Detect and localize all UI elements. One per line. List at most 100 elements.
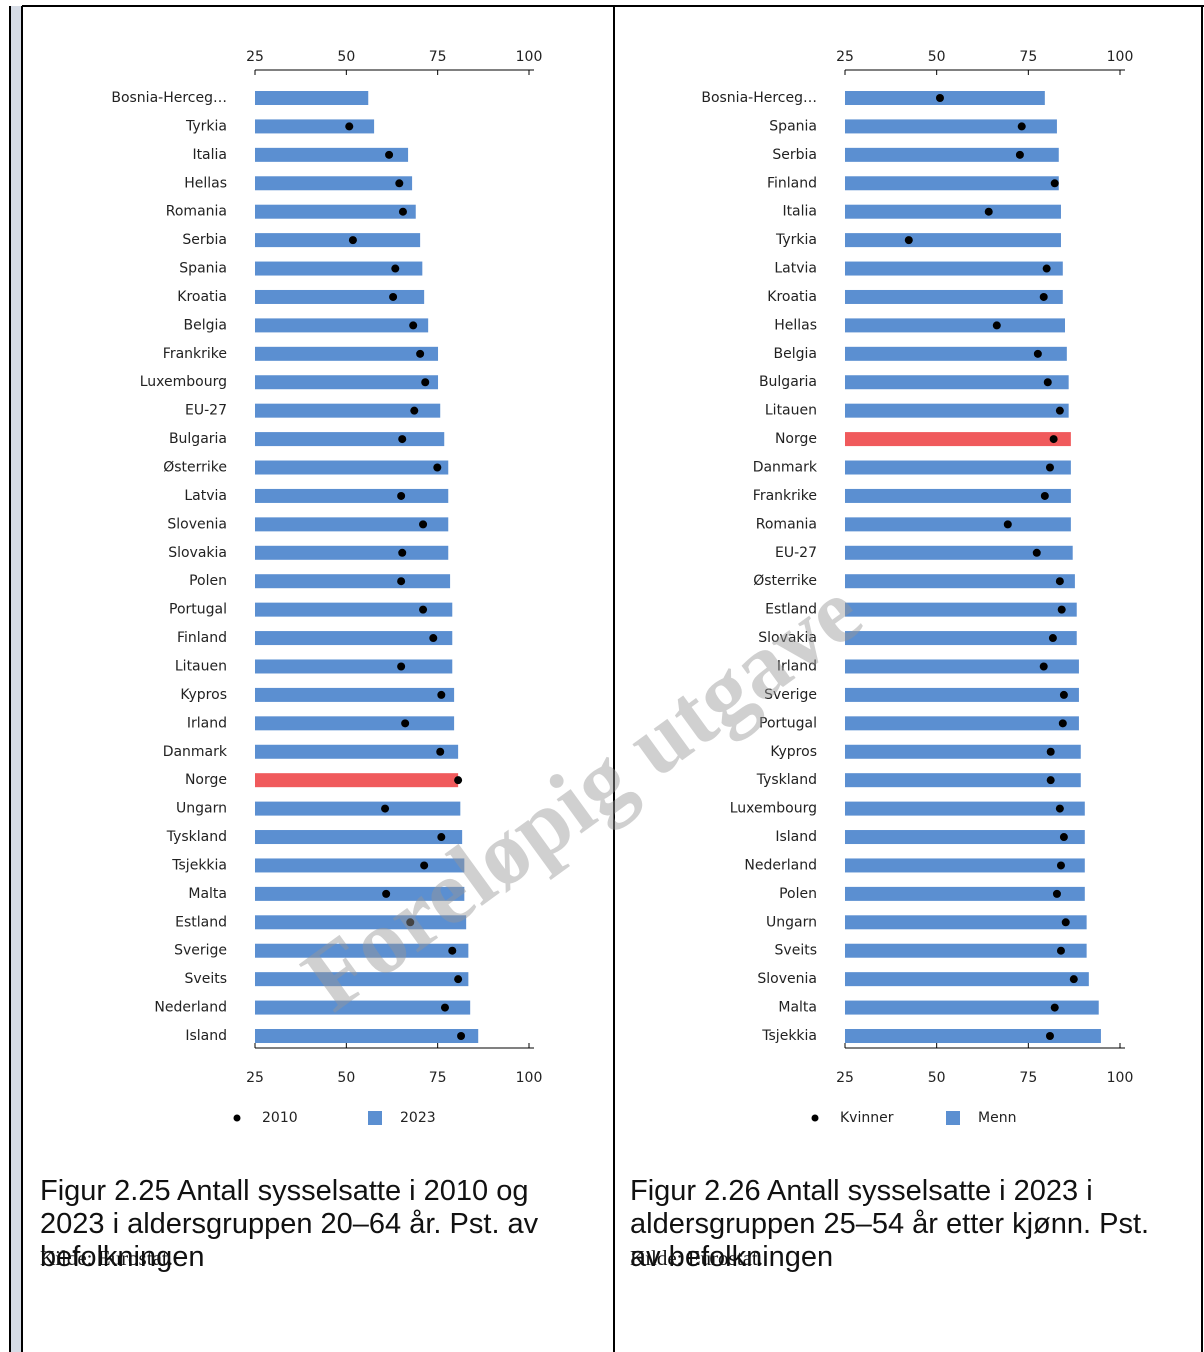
bar: [255, 744, 459, 759]
caption: Figur 2.26 Antall sysselsatte i 2023 i a…: [630, 1175, 1150, 1273]
legend-label: 2010: [262, 1110, 298, 1126]
dot: [397, 577, 406, 586]
bar: [255, 488, 449, 503]
y-tick-label: Malta: [188, 886, 227, 902]
y-tick-label: Portugal: [169, 602, 227, 618]
bar: [255, 375, 439, 390]
bar: [255, 801, 461, 816]
y-tick-label: Luxembourg: [730, 801, 817, 817]
y-tick-label: Sverige: [764, 687, 817, 703]
dot: [416, 349, 425, 358]
y-tick-label: Ungarn: [176, 801, 227, 817]
y-tick-label: Italia: [192, 147, 227, 163]
x-tick-label: 75: [429, 49, 447, 65]
bar: [845, 1029, 1101, 1043]
bar: [255, 687, 455, 702]
bar: [845, 659, 1079, 674]
bar: [255, 432, 445, 447]
dot: [904, 236, 913, 245]
dot: [1046, 747, 1055, 756]
dot: [436, 747, 445, 756]
dot: [1015, 150, 1024, 159]
dot: [1055, 406, 1064, 415]
caption: Figur 2.25 Antall sysselsatte i 2010 og …: [40, 1175, 539, 1273]
y-tick-label: Sveits: [775, 943, 817, 959]
dot: [397, 491, 406, 500]
y-tick-label: Norge: [185, 772, 227, 788]
x-tick-label: 25: [246, 1070, 264, 1086]
bar: [845, 602, 1077, 617]
dot: [410, 406, 419, 415]
y-tick-label: Finland: [177, 630, 227, 646]
y-tick-label: Slovakia: [758, 630, 817, 646]
bar: [845, 289, 1063, 304]
bar: [255, 943, 469, 958]
y-tick-label: Serbia: [182, 232, 227, 248]
bar: [255, 318, 429, 333]
y-tick-label: Slovakia: [168, 545, 227, 561]
y-tick-label: Sverige: [174, 943, 227, 959]
legend-label: Kvinner: [840, 1110, 894, 1126]
dot: [1042, 264, 1051, 273]
y-tick-label: Slovenia: [167, 516, 227, 532]
y-tick-label: Bosnia-Herceg…: [701, 90, 817, 106]
bar: [845, 147, 1059, 162]
bar: [845, 460, 1071, 475]
y-tick-label: Portugal: [759, 715, 817, 731]
bar: [845, 574, 1075, 589]
bar: [845, 233, 1061, 248]
bar: [845, 886, 1085, 901]
bar: [255, 403, 441, 418]
bar: [255, 858, 465, 873]
dot: [1056, 861, 1065, 870]
y-tick-label: Latvia: [184, 488, 227, 504]
dot: [398, 435, 407, 444]
y-tick-label: Italia: [782, 204, 817, 220]
dot: [440, 1003, 449, 1012]
y-tick-label: Østerrike: [753, 573, 817, 589]
x-tick-label: 50: [337, 49, 355, 65]
x-tick-label: 100: [516, 49, 543, 65]
dot: [391, 264, 400, 273]
dot: [348, 236, 357, 245]
y-tick-label: Latvia: [774, 261, 817, 277]
y-tick-label: Danmark: [163, 744, 228, 760]
y-tick-label: Nederland: [154, 1000, 227, 1016]
bar: [845, 176, 1059, 191]
bar: [255, 915, 467, 930]
dot: [1061, 918, 1070, 927]
watermark: Foreløpig utgave: [285, 560, 879, 1031]
bar: [255, 631, 453, 646]
bar: [255, 830, 463, 845]
dot: [419, 605, 428, 614]
bar: [255, 261, 423, 276]
bar: [845, 830, 1085, 845]
y-tick-label: Frankrike: [753, 488, 817, 504]
dot: [448, 946, 457, 955]
legend-marker: [811, 1114, 819, 1122]
y-tick-label: Hellas: [184, 175, 227, 191]
bar: [845, 716, 1079, 731]
legend-label: Menn: [978, 1110, 1016, 1126]
dot: [1052, 889, 1061, 898]
dot: [419, 520, 428, 529]
dot: [1059, 833, 1068, 842]
bar: [845, 801, 1085, 816]
dot: [1056, 946, 1065, 955]
y-tick-label: Island: [185, 1028, 227, 1044]
dot: [1049, 435, 1058, 444]
bar: [845, 204, 1061, 219]
dot: [398, 548, 407, 557]
dot: [381, 804, 390, 813]
source: Kilde: Eurostat.: [630, 1246, 763, 1270]
dot: [1057, 605, 1066, 614]
dot: [1058, 719, 1067, 728]
bar: [845, 517, 1071, 532]
y-tick-label: Frankrike: [163, 346, 227, 362]
dot: [992, 321, 1001, 330]
dot: [420, 861, 429, 870]
bar: [255, 460, 449, 475]
x-tick-label: 25: [246, 49, 264, 65]
dot: [454, 776, 463, 785]
